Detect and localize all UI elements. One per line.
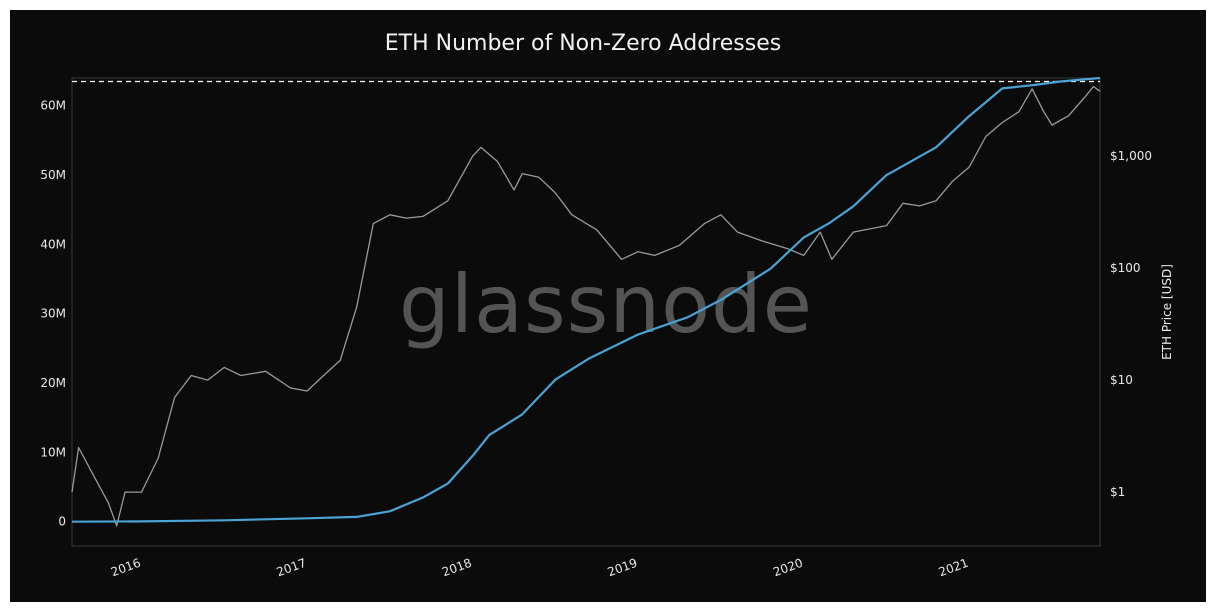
y-left-tick-label: 30M xyxy=(40,307,66,321)
y-right-tick-label: $100 xyxy=(1110,261,1141,275)
non-zero-addresses-line xyxy=(71,76,1101,523)
y-left-tick-label: 20M xyxy=(40,376,66,390)
x-tick-label: 2017 xyxy=(275,556,308,580)
y-left-tick-label: 10M xyxy=(40,445,66,459)
x-tick-label: 2016 xyxy=(109,556,142,580)
y-left-tick-label: 60M xyxy=(40,99,66,113)
x-tick-label: 2021 xyxy=(937,556,970,580)
x-tick-label: 2018 xyxy=(440,556,473,580)
chart-svg: ETH Number of Non-Zero Addresses glassno… xyxy=(40,31,1174,580)
y-right-tick-label: $10 xyxy=(1110,373,1133,387)
y-right-axis: $1 $10 $100 $1,000 xyxy=(1110,149,1152,499)
y-left-axis: 0 10M 20M 30M 40M 50M 60M xyxy=(40,99,66,529)
chart-panel: ETH Number of Non-Zero Addresses glassno… xyxy=(10,10,1206,602)
x-tick-label: 2019 xyxy=(606,556,639,580)
y-left-tick-label: 0 xyxy=(58,515,66,529)
x-axis: 2016 2017 2018 2019 2020 2021 xyxy=(109,556,970,580)
y-right-axis-label: ETH Price [USD] xyxy=(1160,264,1174,360)
plot-area xyxy=(71,77,1101,547)
chart-title: ETH Number of Non-Zero Addresses xyxy=(385,31,781,56)
series-layer xyxy=(71,76,1101,527)
y-left-tick-label: 50M xyxy=(40,168,66,182)
eth-price-line xyxy=(71,85,1101,527)
y-left-tick-label: 40M xyxy=(40,237,66,251)
y-right-tick-label: $1 xyxy=(1110,485,1125,499)
watermark: glassnode xyxy=(399,258,813,351)
y-right-tick-label: $1,000 xyxy=(1110,149,1152,163)
x-tick-label: 2020 xyxy=(771,556,804,580)
